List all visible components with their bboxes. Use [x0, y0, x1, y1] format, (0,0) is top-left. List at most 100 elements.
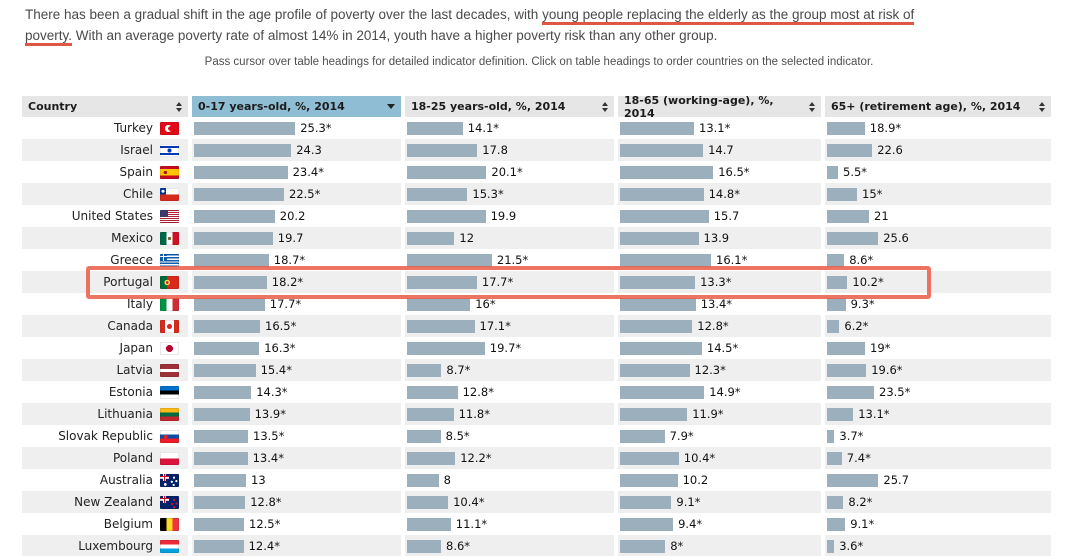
table-row-chile: Chile 22.5* 15.3* 14.8* 15* [22, 183, 1056, 205]
value-bar [194, 385, 252, 399]
value-bar [620, 363, 690, 377]
value-cell: 7.9* [618, 425, 821, 447]
value-bar [407, 231, 455, 245]
value-label: 25.3* [300, 121, 332, 135]
value-cell: 17.8 [405, 139, 614, 161]
value-label: 13.4* [700, 297, 733, 311]
country-label: Lithuania [97, 407, 153, 421]
value-label: 11.8* [458, 407, 490, 421]
value-cell: 10.4* [618, 447, 821, 469]
value-cell: 14.7 [618, 139, 821, 161]
country-label: Poland [112, 451, 153, 465]
value-cell: 12.5* [192, 513, 401, 535]
value-cell: 12.8* [192, 491, 401, 513]
value-cell: 12 [405, 227, 614, 249]
value-bar [407, 187, 468, 201]
value-cell: 25.7 [825, 469, 1051, 491]
value-label: 12.5* [249, 517, 281, 531]
value-bar [194, 451, 248, 465]
canada-flag-icon [160, 319, 179, 333]
column-header-label: 18-25 years-old, %, 2014 [411, 100, 566, 113]
value-bar [194, 539, 244, 553]
value-bar [194, 165, 288, 179]
value-label: 7.9* [669, 429, 694, 443]
value-bar [620, 385, 705, 399]
value-bar [827, 539, 835, 553]
value-label: 12 [459, 231, 475, 245]
country-cell: Luxembourg [22, 535, 188, 556]
value-label: 16.5* [718, 165, 750, 179]
united-states-flag-icon [160, 209, 179, 223]
value-label: 14.7 [708, 143, 734, 157]
column-header-country[interactable]: Country [22, 96, 188, 117]
japan-flag-icon [160, 341, 179, 355]
country-cell: Greece [22, 249, 188, 271]
value-label: 15* [862, 187, 883, 201]
country-label: Turkey [113, 121, 153, 135]
value-cell: 12.2* [405, 447, 614, 469]
estonia-flag-icon [160, 385, 179, 399]
value-bar [407, 143, 478, 157]
value-label: 18.9* [869, 121, 902, 135]
value-label: 15.4* [260, 363, 292, 377]
value-bar [620, 539, 666, 553]
value-label: 13.9* [254, 407, 286, 421]
table-row-new-zealand: New Zealand 12.8* 10.4* 9.1* 8.2* [22, 491, 1056, 513]
value-bar [827, 363, 867, 377]
value-bar [827, 275, 848, 289]
value-bar [407, 407, 454, 421]
value-cell: 9.1* [825, 513, 1051, 535]
value-label: 8.7* [446, 363, 471, 377]
value-bar [827, 253, 845, 267]
value-bar [407, 253, 492, 267]
value-label: 15.3* [472, 187, 504, 201]
value-bar [620, 495, 672, 509]
value-cell: 22.6 [825, 139, 1051, 161]
country-label: Australia [99, 473, 153, 487]
value-label: 10.2 [682, 473, 709, 487]
value-label: 20.2 [279, 209, 306, 223]
table-row-lithuania: Lithuania 13.9* 11.8* 11.9* 13.1* [22, 403, 1056, 425]
value-label: 13.1* [699, 121, 731, 135]
value-cell: 14.8* [618, 183, 821, 205]
value-bar [407, 539, 441, 553]
country-label: Israel [120, 143, 153, 157]
value-label: 5.5* [843, 165, 868, 179]
country-cell: Lithuania [22, 403, 188, 425]
value-bar [407, 495, 449, 509]
value-bar [407, 385, 458, 399]
mexico-flag-icon [160, 231, 179, 245]
value-cell: 15.7 [618, 205, 821, 227]
value-label: 8.6* [446, 539, 471, 553]
value-bar [194, 407, 250, 421]
value-cell: 16* [405, 293, 614, 315]
value-label: 12.8* [697, 319, 729, 333]
country-label: Italy [126, 297, 153, 311]
table-row-spain: Spain 23.4* 20.1* 16.5* 5.5* [22, 161, 1056, 183]
country-label: Greece [110, 253, 153, 267]
value-bar [827, 297, 846, 311]
value-bar [194, 209, 275, 223]
value-cell: 12.4* [192, 535, 401, 556]
value-label: 17.8 [482, 143, 508, 157]
lithuania-flag-icon [160, 407, 179, 421]
value-cell: 14.3* [192, 381, 401, 403]
table-row-greece: Greece 18.7* 21.5* 16.1* 8.6* [22, 249, 1056, 271]
country-cell: Belgium [22, 513, 188, 535]
value-bar [194, 429, 248, 443]
value-cell: 19.9 [405, 205, 614, 227]
value-bar [620, 429, 665, 443]
value-cell: 22.5* [192, 183, 401, 205]
country-label: New Zealand [74, 495, 153, 509]
value-bar [827, 341, 865, 355]
value-label: 13 [251, 473, 266, 487]
value-label: 20.1* [491, 165, 523, 179]
table-row-slovak-republic: Slovak Republic 13.5* 8.5* 7.9* 3.7* [22, 425, 1056, 447]
value-label: 13.3* [700, 275, 732, 289]
column-header-65-retirement-age-2014[interactable]: 65+ (retirement age), %, 2014 [825, 96, 1051, 117]
column-header-0-17-years-old-2014[interactable]: 0-17 years-old, %, 2014 [192, 96, 401, 117]
column-header-18-25-years-old-2014[interactable]: 18-25 years-old, %, 2014 [405, 96, 614, 117]
value-bar [620, 165, 714, 179]
column-header-18-65-working-age-2014[interactable]: 18-65 (working-age), %, 2014 [618, 94, 821, 120]
value-bar [407, 473, 439, 487]
